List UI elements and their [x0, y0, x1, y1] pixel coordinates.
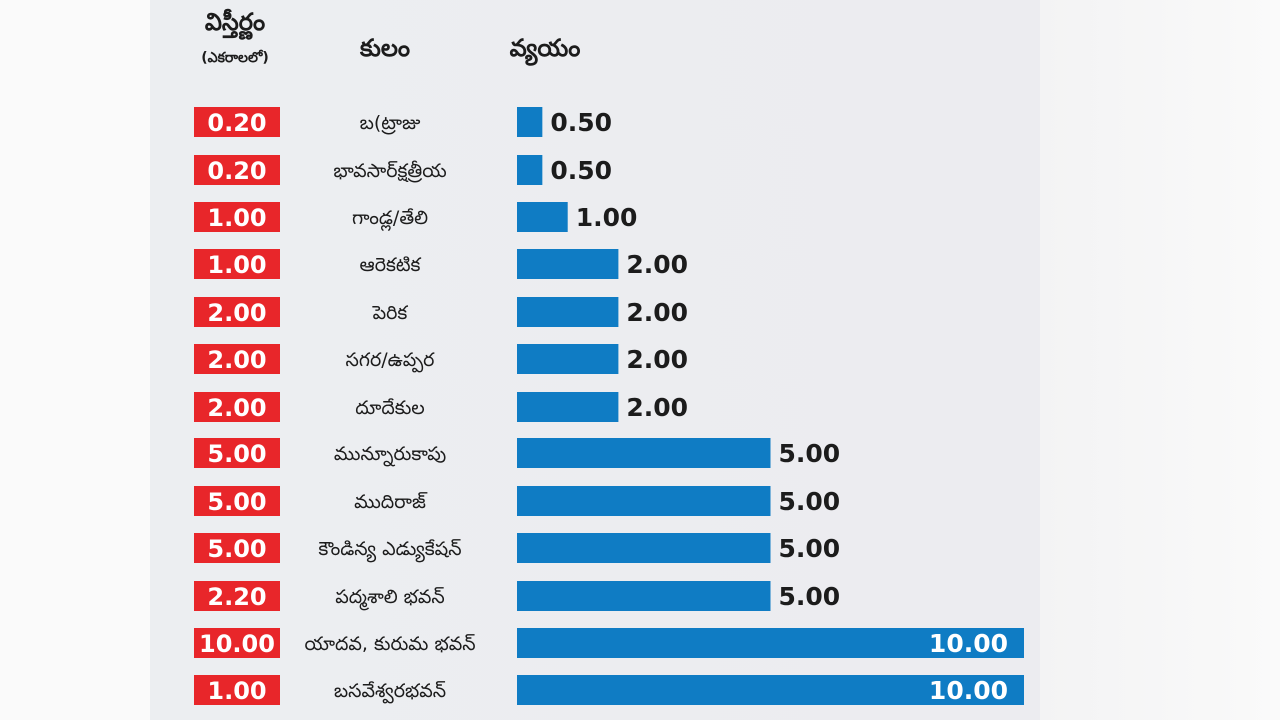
value-label: 2.00 [626, 298, 688, 327]
caste-label: కౌండిన్య ఎడ్యుకేషన్ [318, 538, 461, 563]
caste-label: పద్మశాలి భవన్ [335, 586, 445, 611]
value-label: 10.00 [929, 676, 1008, 705]
area-box [194, 486, 280, 516]
bar [517, 249, 619, 279]
caste-label: సగర/ఉప్పర [346, 349, 436, 373]
bar [517, 628, 1024, 658]
value-label: 5.00 [779, 439, 841, 468]
area-label: 5.00 [207, 488, 266, 516]
bar [517, 107, 543, 137]
area-label: 10.00 [199, 630, 275, 658]
area-label: 5.00 [207, 535, 266, 563]
value-label: 1.00 [576, 203, 638, 232]
area-box [194, 581, 280, 611]
bar [517, 392, 619, 422]
value-label: 2.00 [626, 393, 688, 422]
value-label: 5.00 [779, 534, 841, 563]
area-box [194, 202, 280, 232]
area-label: 5.00 [207, 440, 266, 468]
caste-label: ముదిరాజ్ [354, 491, 428, 513]
area-box [194, 392, 280, 422]
value-label: 0.50 [550, 108, 612, 137]
area-box [194, 438, 280, 468]
caste-label: బసవేశ్వరభవన్ [334, 680, 446, 704]
caste-label: గాండ్ల/తేలి [352, 207, 428, 232]
caste-label: పెరిక [372, 302, 409, 324]
area-box [194, 675, 280, 705]
bar [517, 438, 771, 468]
value-label: 2.00 [626, 345, 688, 374]
area-box [194, 155, 280, 185]
value-label: 5.00 [779, 487, 841, 516]
bar [517, 486, 771, 516]
caste-label: మున్నూరుకాపు [334, 443, 446, 467]
area-box [194, 628, 280, 658]
area-label: 1.00 [207, 204, 266, 232]
header-cost: వ్యయం [509, 34, 581, 62]
header-caste: కులం [359, 34, 411, 62]
area-box [194, 297, 280, 327]
area-label: 0.20 [207, 157, 266, 185]
caste-label: దూదేకుల [355, 397, 424, 419]
caste-label: యాదవ, కురుమ భవన్ [304, 633, 475, 655]
area-label: 1.00 [207, 677, 266, 705]
area-label: 2.00 [207, 299, 266, 327]
value-label: 10.00 [929, 629, 1008, 658]
value-label: 5.00 [779, 582, 841, 611]
value-label: 2.00 [626, 250, 688, 279]
area-box [194, 533, 280, 563]
bar [517, 297, 619, 327]
area-box [194, 249, 280, 279]
bar [517, 533, 771, 563]
area-label: 2.00 [207, 394, 266, 422]
header-area: విస్తీర్ణం [204, 8, 266, 36]
bar [517, 155, 543, 185]
bar [517, 202, 568, 232]
header-area-unit: (ఎకరాలలో) [201, 50, 269, 66]
area-label: 1.00 [207, 251, 266, 279]
area-box [194, 344, 280, 374]
area-label: 2.20 [207, 583, 266, 611]
area-label: 2.00 [207, 346, 266, 374]
caste-label: భావసార్‌క్షత్రీయ [333, 160, 446, 183]
value-label: 0.50 [550, 156, 612, 185]
bar [517, 344, 619, 374]
bar [517, 581, 771, 611]
bar [517, 675, 1024, 705]
area-box [194, 107, 280, 137]
area-label: 0.20 [207, 109, 266, 137]
caste-label: బ(ట్రాజు [360, 112, 421, 135]
caste-label: ఆరెకటిక [360, 254, 422, 276]
